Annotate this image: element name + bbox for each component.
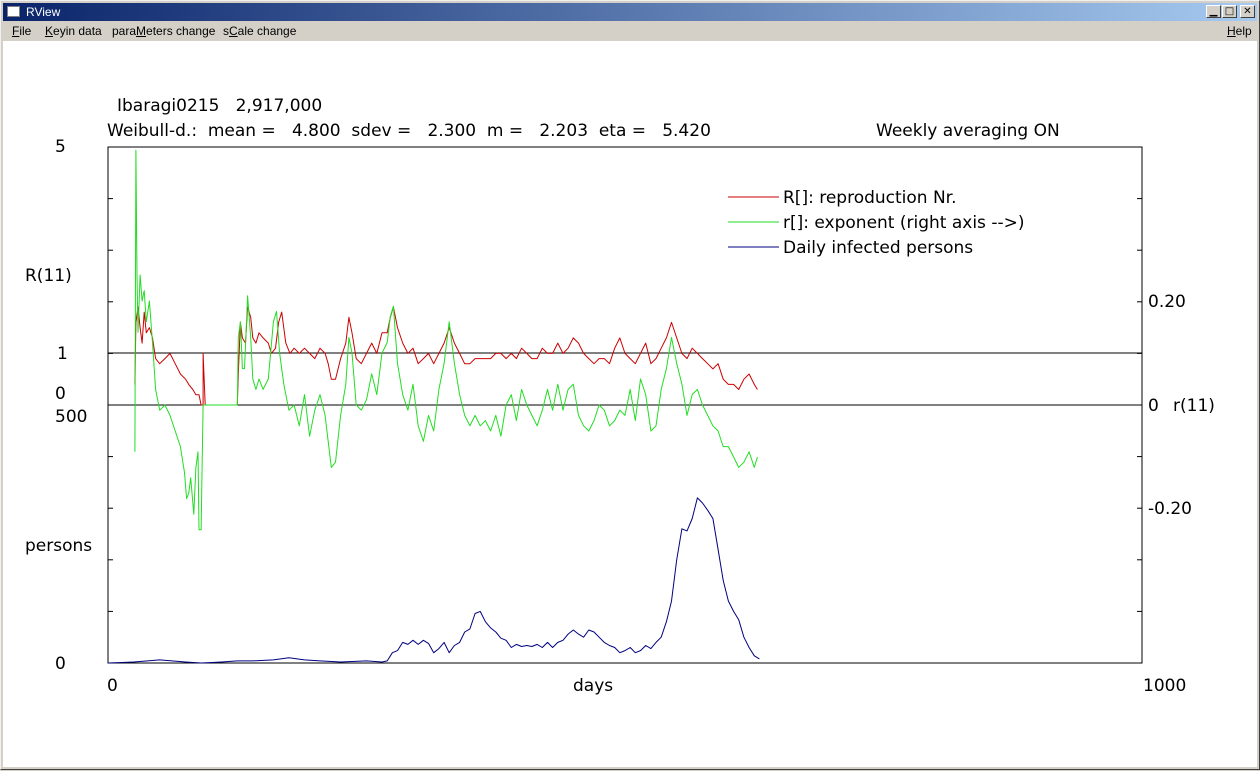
header-line1: Ibaragi0215 2,917,000 [117, 96, 322, 116]
right-axis-tick-0: 0 [1148, 396, 1159, 416]
legend: R[]: reproduction Nr. r[]: exponent (rig… [728, 188, 1024, 258]
x-axis-tick-1000: 1000 [1143, 676, 1186, 696]
series-line-daily-infected [107, 497, 760, 664]
left-axis-lower-label: persons [25, 536, 92, 556]
right-axis-label: r(11) [1173, 396, 1215, 416]
legend-label-reproduction: R[]: reproduction Nr. [783, 188, 957, 208]
x-axis-tick-0: 0 [107, 676, 118, 696]
menu-bar: File Keyin data paraMeters change sCale … [3, 21, 1257, 41]
maximize-icon[interactable]: □ [1222, 5, 1237, 18]
legend-label-exponent: r[]: exponent (right axis -->) [783, 213, 1024, 233]
header-line2-params: Weibull-d.: mean = 4.800 sdev = 2.300 m … [107, 121, 711, 141]
series-line-reproduction [134, 306, 758, 406]
chart-svg: Ibaragi0215 2,917,000 Weibull-d.: mean =… [25, 96, 1215, 696]
legend-label-daily-infected: Daily infected persons [783, 238, 973, 258]
minimize-icon[interactable]: ▁ [1206, 5, 1221, 18]
menu-keyin-data[interactable]: Keyin data [45, 24, 102, 38]
left-axis-upper-tick-1: 1 [57, 344, 68, 364]
app-window-icon[interactable] [7, 6, 20, 17]
right-axis-tick-minus-0.20: -0.20 [1148, 499, 1192, 519]
header-line2-averaging: Weekly averaging ON [876, 121, 1060, 141]
menu-file[interactable]: File [12, 24, 32, 38]
left-axis-lower-tick-500: 500 [55, 407, 87, 427]
menu-help[interactable]: Help [1227, 24, 1252, 38]
series-line-exponent [134, 149, 758, 531]
close-icon[interactable]: ✕ [1240, 5, 1255, 18]
menu-parameters-change[interactable]: paraMeters change [112, 24, 216, 38]
left-axis-upper-tick-0: 0 [55, 384, 66, 404]
window-title: RView [26, 5, 61, 19]
left-axis-upper-tick-5: 5 [55, 137, 66, 157]
left-axis-upper-label: R(11) [25, 266, 72, 286]
x-axis-label: days [573, 676, 613, 696]
left-axis-lower-tick-0: 0 [55, 654, 66, 674]
chart-area: Ibaragi0215 2,917,000 Weibull-d.: mean =… [3, 41, 1257, 767]
chart-series [107, 149, 760, 664]
right-axis-tick-0.20: 0.20 [1148, 292, 1186, 312]
title-bar[interactable]: RView ▁ □ ✕ [3, 3, 1257, 21]
menu-scale-change[interactable]: sCale change [223, 24, 297, 38]
